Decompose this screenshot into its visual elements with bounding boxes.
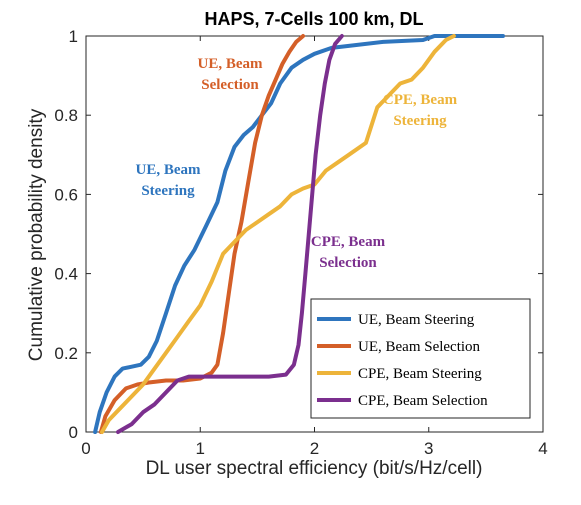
legend: UE, Beam Steering UE, Beam Selection CPE, … [310, 298, 531, 419]
annotation-text: UE, Beam [198, 56, 264, 72]
annotation-text: Steering [141, 183, 195, 199]
annotation-layer: UE, Beam Selection CPE, Beam Steering UE, Be… [136, 56, 458, 271]
x-tick-label: 4 [538, 439, 547, 458]
y-tick-label: 0.4 [54, 265, 78, 284]
annotation-text: Steering [393, 113, 447, 129]
legend-entry: CPE, Beam Selection [358, 393, 488, 409]
x-tick-label: 2 [310, 439, 319, 458]
legend-entry: CPE, Beam Steering [358, 366, 482, 382]
series-line-3 [116, 34, 344, 434]
y-tick-label: 0.6 [54, 185, 78, 204]
annotation-text: Selection [201, 77, 259, 93]
legend-entry: UE, Beam Selection [358, 339, 481, 355]
y-tick-label: 0.2 [54, 344, 78, 363]
x-axis-label: DL user spectral efficiency (bit/s/Hz/ce… [146, 458, 483, 479]
legend-entry: UE, Beam Steering [358, 312, 475, 328]
annotation-text: CPE, Beam [383, 92, 458, 108]
series-layer [93, 34, 505, 434]
annotation-text: UE, Beam [136, 162, 202, 178]
axes: 0 1 2 3 4 0 0.2 0.4 0.6 0.8 1 [54, 27, 547, 458]
y-tick-label: 1 [69, 27, 78, 46]
x-tick-label: 1 [196, 439, 205, 458]
series-line-2 [100, 34, 456, 434]
y-tick-label: 0.8 [54, 106, 78, 125]
chart-title: HAPS, 7-Cells 100 km, DL [204, 9, 423, 29]
series-line-1 [98, 34, 306, 434]
x-tick-label: 0 [81, 439, 90, 458]
y-tick-label: 0 [69, 423, 78, 442]
y-axis-label: Cumulative probability density [26, 108, 47, 361]
x-tick-label: 3 [424, 439, 433, 458]
annotation-text: CPE, Beam [311, 234, 386, 250]
annotation-text: Selection [319, 255, 377, 271]
